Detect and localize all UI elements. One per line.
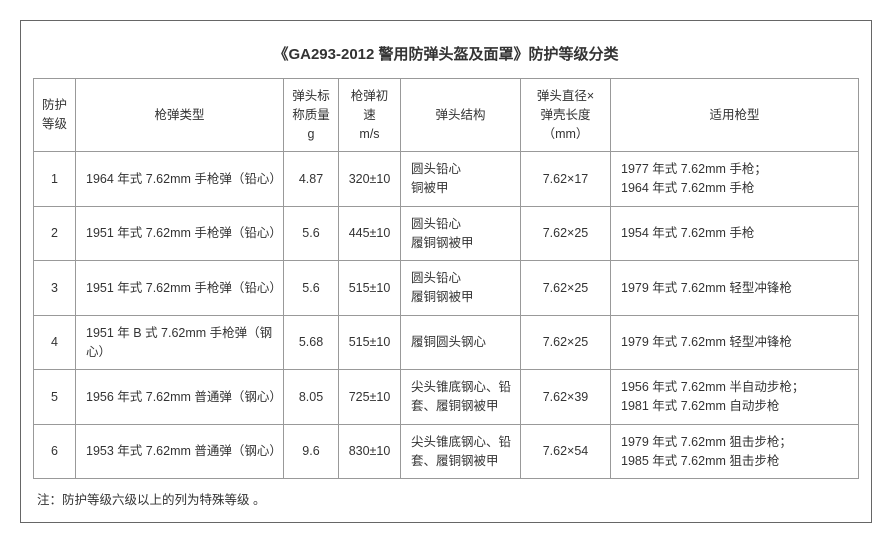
cell-structure: 尖头锥底钢心、铅套、履铜钢被甲 xyxy=(401,370,521,425)
cell-type: 1953 年式 7.62mm 普通弹（钢心） xyxy=(76,424,284,479)
col-dimension: 弹头直径×弹壳长度（mm） xyxy=(521,79,611,152)
table-row: 41951 年 B 式 7.62mm 手枪弹（钢心）5.68515±10履铜圆头… xyxy=(34,315,859,370)
cell-gun: 1954 年式 7.62mm 手枪 xyxy=(611,206,859,261)
cell-level: 4 xyxy=(34,315,76,370)
col-mass: 弹头标称质量g xyxy=(284,79,339,152)
cell-structure: 履铜圆头钢心 xyxy=(401,315,521,370)
table-container: 《GA293-2012 警用防弹头盔及面罩》防护等级分类 防护等级 枪弹类型 弹… xyxy=(20,20,872,523)
cell-velocity: 830±10 xyxy=(339,424,401,479)
cell-gun: 1977 年式 7.62mm 手枪；1964 年式 7.62mm 手枪 xyxy=(611,152,859,207)
cell-mass: 5.6 xyxy=(284,261,339,316)
cell-type: 1964 年式 7.62mm 手枪弹（铅心） xyxy=(76,152,284,207)
cell-level: 2 xyxy=(34,206,76,261)
cell-structure: 尖头锥底钢心、铅套、履铜钢被甲 xyxy=(401,424,521,479)
cell-dimension: 7.62×54 xyxy=(521,424,611,479)
table-row: 61953 年式 7.62mm 普通弹（钢心）9.6830±10尖头锥底钢心、铅… xyxy=(34,424,859,479)
col-gun: 适用枪型 xyxy=(611,79,859,152)
cell-gun: 1979 年式 7.62mm 狙击步枪；1985 年式 7.62mm 狙击步枪 xyxy=(611,424,859,479)
cell-dimension: 7.62×25 xyxy=(521,261,611,316)
col-structure: 弹头结构 xyxy=(401,79,521,152)
cell-level: 5 xyxy=(34,370,76,425)
col-type: 枪弹类型 xyxy=(76,79,284,152)
cell-structure: 圆头铅心履铜钢被甲 xyxy=(401,261,521,316)
cell-type: 1956 年式 7.62mm 普通弹（钢心） xyxy=(76,370,284,425)
cell-type: 1951 年式 7.62mm 手枪弹（铅心） xyxy=(76,206,284,261)
table-header-row: 防护等级 枪弹类型 弹头标称质量g 枪弹初速m/s 弹头结构 弹头直径×弹壳长度… xyxy=(34,79,859,152)
protection-table: 防护等级 枪弹类型 弹头标称质量g 枪弹初速m/s 弹头结构 弹头直径×弹壳长度… xyxy=(33,78,859,479)
table-row: 51956 年式 7.62mm 普通弹（钢心）8.05725±10尖头锥底钢心、… xyxy=(34,370,859,425)
table-row: 21951 年式 7.62mm 手枪弹（铅心）5.6445±10圆头铅心履铜钢被… xyxy=(34,206,859,261)
col-velocity: 枪弹初速m/s xyxy=(339,79,401,152)
cell-velocity: 320±10 xyxy=(339,152,401,207)
cell-structure: 圆头铅心铜被甲 xyxy=(401,152,521,207)
cell-gun: 1979 年式 7.62mm 轻型冲锋枪 xyxy=(611,315,859,370)
cell-gun: 1979 年式 7.62mm 轻型冲锋枪 xyxy=(611,261,859,316)
cell-level: 3 xyxy=(34,261,76,316)
footnote: 注：防护等级六级以上的列为特殊等级 。 xyxy=(33,479,859,510)
table-row: 11964 年式 7.62mm 手枪弹（铅心）4.87320±10圆头铅心铜被甲… xyxy=(34,152,859,207)
cell-dimension: 7.62×17 xyxy=(521,152,611,207)
cell-velocity: 515±10 xyxy=(339,261,401,316)
table-row: 31951 年式 7.62mm 手枪弹（铅心）5.6515±10圆头铅心履铜钢被… xyxy=(34,261,859,316)
col-level: 防护等级 xyxy=(34,79,76,152)
cell-mass: 4.87 xyxy=(284,152,339,207)
cell-velocity: 445±10 xyxy=(339,206,401,261)
cell-mass: 5.6 xyxy=(284,206,339,261)
cell-velocity: 725±10 xyxy=(339,370,401,425)
cell-mass: 9.6 xyxy=(284,424,339,479)
cell-type: 1951 年式 7.62mm 手枪弹（铅心） xyxy=(76,261,284,316)
cell-level: 1 xyxy=(34,152,76,207)
cell-mass: 5.68 xyxy=(284,315,339,370)
cell-dimension: 7.62×39 xyxy=(521,370,611,425)
cell-dimension: 7.62×25 xyxy=(521,206,611,261)
cell-level: 6 xyxy=(34,424,76,479)
cell-mass: 8.05 xyxy=(284,370,339,425)
cell-structure: 圆头铅心履铜钢被甲 xyxy=(401,206,521,261)
cell-dimension: 7.62×25 xyxy=(521,315,611,370)
cell-type: 1951 年 B 式 7.62mm 手枪弹（钢心） xyxy=(76,315,284,370)
cell-velocity: 515±10 xyxy=(339,315,401,370)
page-title: 《GA293-2012 警用防弹头盔及面罩》防护等级分类 xyxy=(33,33,859,78)
cell-gun: 1956 年式 7.62mm 半自动步枪；1981 年式 7.62mm 自动步枪 xyxy=(611,370,859,425)
